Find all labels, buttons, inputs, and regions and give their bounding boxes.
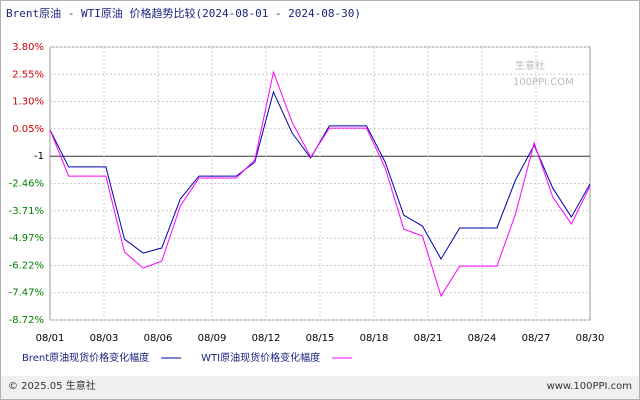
watermark-sub: 100PPI.COM [513, 77, 574, 88]
x-tick-label: 08/09 [198, 333, 227, 344]
x-tick-label: 08/12 [252, 333, 281, 344]
x-tick-label: 08/15 [306, 333, 335, 344]
x-tick-label: 08/30 [576, 333, 605, 344]
x-tick-label: 08/24 [468, 333, 497, 344]
y-tick-label: -8.72% [9, 315, 44, 326]
y-tick-label: -3.71% [9, 206, 44, 217]
y-tick-label: -2.46% [9, 179, 44, 190]
y-tick-label: 1.30% [12, 97, 44, 108]
x-tick-label: 08/06 [144, 333, 173, 344]
y-tick-label: 2.55% [12, 69, 44, 80]
footer-left: © 2025.05 生意社 [8, 379, 96, 392]
x-tick-label: 08/27 [522, 333, 551, 344]
y-tick-label: -4.97% [9, 233, 44, 244]
x-tick-label: 08/01 [36, 333, 65, 344]
y-tick-label: -6.22% [9, 260, 44, 271]
y-tick-label: 0.05% [12, 124, 44, 135]
y-tick-label: 3.80% [12, 42, 44, 53]
watermark: 生意社 [515, 59, 545, 72]
x-tick-label: 08/03 [90, 333, 119, 344]
series-line [49, 70, 591, 298]
x-tick-label: 08/18 [360, 333, 389, 344]
chart-title: Brent原油 - WTI原油 价格趋势比较(2024-08-01 - 2024… [6, 6, 361, 20]
legend-label: Brent原油现货价格变化幅度 [22, 351, 149, 364]
legend-label: WTI原油现货价格变化幅度 [201, 351, 320, 364]
x-tick-label: 08/21 [414, 333, 443, 344]
footer-right: www.100PPI.com [547, 381, 632, 392]
y-tick-label: -7.47% [9, 288, 44, 299]
y-tick-label: -1 [34, 151, 44, 162]
footer-bar [1, 376, 639, 399]
